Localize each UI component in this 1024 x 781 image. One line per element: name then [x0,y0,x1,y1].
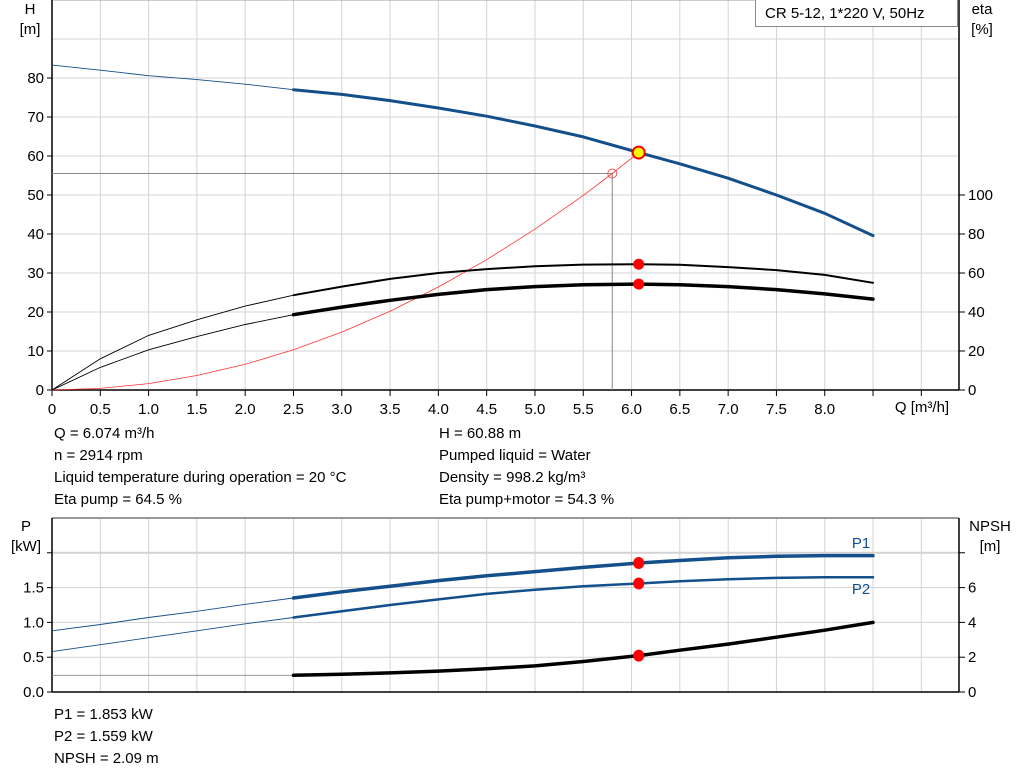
y-right-tick-label: 2 [968,649,976,666]
head-eta-panel: 0 10 20 30 40 50 60 70 80 0 20 40 60 80 100 0 0.5 1.0 1.5 2… [27,0,993,418]
info-p2: P2 = 1.559 kW [54,728,153,745]
p2-series-label: P2 [851,581,871,598]
p-axis-label-name: P [20,518,31,535]
x-tick-label: 5.0 [525,401,546,418]
info-bottom: P1 = 1.853 kW P2 = 1.559 kW NPSH = 2.09 … [54,704,159,770]
info-flow: Q = 6.074 m³/h [54,425,155,442]
x-tick-label: 4.5 [476,401,497,418]
y-left-tick-label: 0.0 [23,684,44,701]
series-eta_pump_motor [291,282,875,317]
y-right-tick-label: 40 [968,304,985,321]
info-density: Density = 998.2 kg/m³ [439,469,586,486]
eta-axis-label-unit: [%] [971,21,993,38]
series-P2 [292,575,875,619]
required-point-marker [607,168,618,179]
y-left-tick-label: 1.0 [23,614,44,631]
y-left-tick-label: 1.5 [23,580,44,597]
series-eta_pump-extended [51,294,294,391]
y-right-tick-label: 20 [968,343,985,360]
series-P2-extended [51,617,294,653]
power-npsh-panel: 0.0 0.5 1.0 1.5 0 2 4 6 [23,517,976,701]
series-P1 [291,553,875,600]
y-left-tick-label: 50 [27,187,44,204]
npsh-axis-label: NPSH [m] [962,517,1018,557]
x-tick-label: 7.5 [766,401,787,418]
p-axis-label-unit: [kW] [11,538,41,555]
duty-point-p2 [633,577,645,590]
duty-point-eta-pump-motor [633,278,645,290]
y-left-tick-label: 0 [36,382,44,399]
info-left: Q = 6.074 m³/h n = 2914 rpm Liquid tempe… [54,423,346,511]
x-tick-label: 3.0 [331,401,352,418]
x-tick-label: 6.0 [621,401,642,418]
h-axis-label-name: H [24,1,36,18]
x-tick-label: 2.5 [283,401,304,418]
duty-point-p1 [633,557,645,570]
eta-axis-label: eta [%] [965,0,999,40]
series-H [292,88,875,238]
duty-point-eta-pump [633,258,645,270]
series-P1-extended [51,597,294,632]
x-tick-label: 8.0 [814,401,835,418]
h-axis-label-unit: [m] [19,21,41,38]
duty-point-npsh [633,649,645,662]
y-right-tick-label: 60 [968,265,985,282]
x-tick-label: 1.5 [186,401,207,418]
x-tick-label: 7.0 [718,401,739,418]
npsh-axis-label-unit: [m] [979,538,1001,555]
y-left-tick-label: 80 [27,70,44,87]
series-eta_pump_motor-extended [51,314,294,391]
info-npsh: NPSH = 2.09 m [54,750,159,767]
y-left-tick-label: 60 [27,148,44,165]
info-head: H = 60.88 m [439,425,522,442]
y-left-tick-label: 20 [27,304,44,321]
y-left-tick-label: 10 [27,343,44,360]
series-eta_pump [292,263,874,297]
y-right-tick-label: 6 [968,580,976,597]
y-right-tick-label: 0 [968,684,976,701]
y-left-tick-label: 30 [27,265,44,282]
x-tick-label: 3.5 [380,401,401,418]
series-H-extended [51,64,294,91]
p-axis-label: P [kW] [8,517,44,557]
p1-series-label: P1 [851,535,871,552]
required-point-crosshair [52,173,613,390]
system-curve [51,152,639,391]
duty-point-head [631,145,646,160]
info-temperature: Liquid temperature during operation = 20… [54,469,347,486]
x-tick-label: 6.5 [669,401,690,418]
q-axis-label: Q [m³/h] [894,399,950,416]
y-left-tick-label: 0.5 [23,649,44,666]
npsh-axis-label-name: NPSH [969,518,1011,535]
y-right-tick-label: 4 [968,614,976,631]
y-left-tick-label: 70 [27,109,44,126]
info-liquid: Pumped liquid = Water [439,447,591,464]
info-p1: P1 = 1.853 kW [54,706,153,723]
info-eta-pump-motor: Eta pump+motor = 54.3 % [439,491,615,508]
h-axis-label: H [m] [15,0,45,40]
y-right-tick-label: 100 [968,187,993,204]
x-tick-label: 4.0 [428,401,449,418]
info-eta-pump: Eta pump = 64.5 % [54,491,182,508]
info-speed: n = 2914 rpm [54,447,143,464]
x-tick-label: 0.5 [90,401,111,418]
x-tick-label: 0 [48,401,56,418]
x-tick-label: 1.0 [138,401,159,418]
y-right-tick-label: 80 [968,226,985,243]
eta-axis-label-name: eta [971,1,993,18]
x-tick-label: 5.5 [573,401,594,418]
info-right: H = 60.88 m Pumped liquid = Water Densit… [439,423,614,511]
y-left-tick-label: 40 [27,226,44,243]
series-NPSH [291,620,875,678]
y-right-tick-label: 0 [968,382,976,399]
pump-title-box: CR 5-12, 1*220 V, 50Hz [755,0,958,27]
x-tick-label: 2.0 [235,401,256,418]
